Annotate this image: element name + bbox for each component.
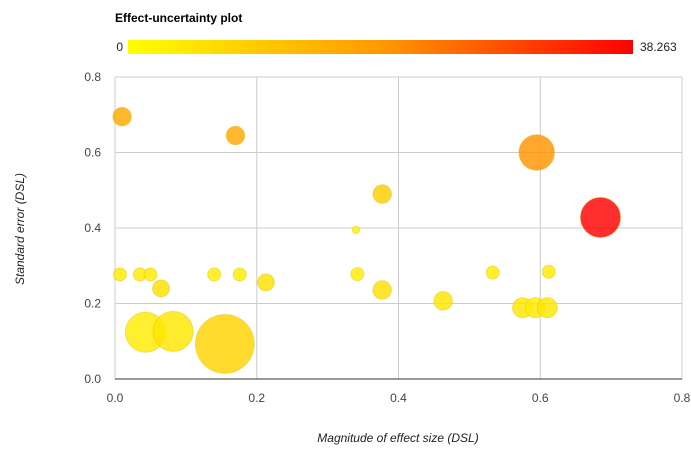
- bubble-point: [485, 265, 500, 280]
- y-tick-label: 0.0: [84, 372, 101, 386]
- x-tick-label: 0.6: [532, 391, 549, 405]
- legend-max-label: 38.263: [640, 40, 677, 54]
- y-axis-title: Standard error (DSL): [13, 173, 27, 285]
- bubble-point: [350, 266, 365, 282]
- bubble-point: [541, 264, 556, 279]
- axis-ticks: 0.0 0.2 0.4 0.6 0.8 0.0 0.2 0.4 0.6 0.8: [84, 70, 690, 405]
- bubble-series: [112, 106, 622, 374]
- x-tick-label: 0.4: [390, 391, 407, 405]
- bubble-point: [536, 297, 558, 319]
- x-tick-label: 0.2: [248, 391, 265, 405]
- color-scale-legend: 0 38.263: [116, 40, 677, 54]
- y-tick-label: 0.8: [84, 70, 101, 84]
- y-tick-label: 0.6: [84, 146, 101, 160]
- bubble-point: [152, 279, 171, 298]
- bubble-point: [225, 125, 246, 146]
- y-tick-label: 0.2: [84, 297, 101, 311]
- bubble-point: [194, 313, 255, 374]
- bubble-point: [256, 273, 275, 292]
- x-tick-label: 0.8: [674, 391, 691, 405]
- bubble-point: [351, 225, 361, 235]
- y-tick-label: 0.4: [84, 221, 101, 235]
- bubble-point: [433, 291, 453, 311]
- bubble-point: [579, 196, 622, 239]
- bubble-point: [143, 267, 158, 282]
- bubble-point: [207, 267, 222, 282]
- plot-area: 0.0 0.2 0.4 0.6 0.8 0.0 0.2 0.4 0.6 0.8: [84, 70, 690, 405]
- bubble-point: [112, 106, 132, 127]
- bubble-point: [518, 134, 556, 171]
- bubble-point: [152, 310, 194, 353]
- chart-title: Effect-uncertainty plot: [115, 11, 242, 25]
- x-axis-title: Magnitude of effect size (DSL): [317, 431, 478, 445]
- color-scale-bar: [128, 40, 633, 54]
- bubble-point: [112, 267, 128, 282]
- bubble-point: [372, 280, 393, 300]
- bubble-point: [232, 267, 247, 282]
- legend-min-label: 0: [116, 40, 123, 54]
- bubble-point: [372, 184, 393, 204]
- x-tick-label: 0.0: [107, 391, 124, 405]
